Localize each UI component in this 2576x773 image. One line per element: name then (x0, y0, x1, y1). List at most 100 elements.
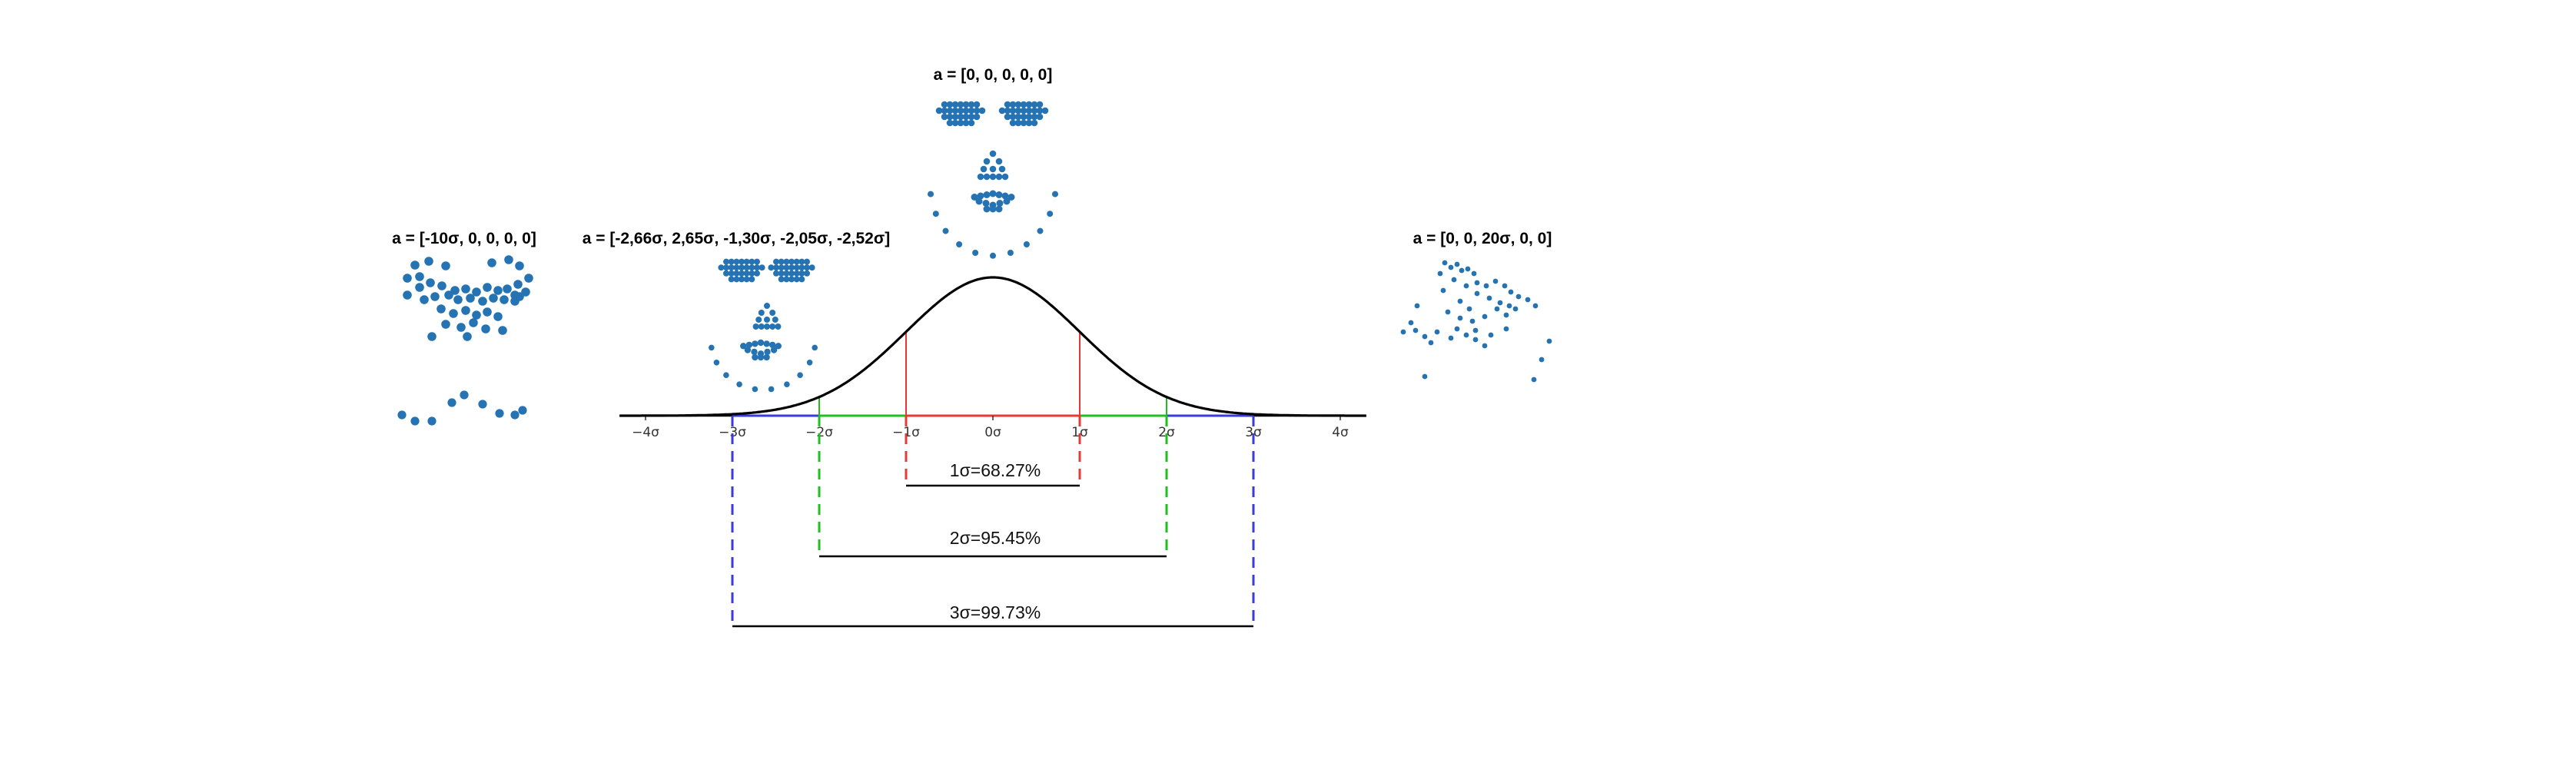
face-point (773, 258, 779, 265)
face-point (489, 294, 498, 303)
face-point (740, 343, 747, 350)
face-point (709, 344, 715, 351)
face-point (788, 264, 795, 271)
face-point (713, 360, 720, 366)
face-point (957, 119, 964, 127)
face-point (962, 101, 970, 108)
face-point-cloud-mean (928, 101, 1058, 259)
face-point (1004, 113, 1011, 121)
face-point (1041, 107, 1049, 114)
face-point (1001, 192, 1009, 200)
face-point (415, 283, 424, 292)
face-point (764, 317, 770, 323)
face-point (1007, 194, 1015, 201)
face-point (1009, 101, 1017, 108)
face-point (1502, 283, 1508, 289)
face-point (973, 113, 981, 121)
face-point (427, 332, 437, 341)
face-point (723, 372, 729, 379)
face-point (983, 158, 991, 165)
face-point (989, 190, 997, 197)
face-point (793, 270, 800, 277)
face-point (493, 286, 503, 295)
face-point (1422, 373, 1428, 380)
face-point (481, 324, 490, 333)
face-point (775, 343, 782, 350)
face-point (728, 258, 735, 265)
face-point (798, 264, 805, 271)
tick-label: −4σ (632, 425, 659, 440)
face-point (798, 258, 805, 265)
face-point (1408, 320, 1414, 326)
face-point (1482, 314, 1488, 320)
face-point (1036, 107, 1044, 114)
face-point (956, 241, 963, 247)
face-point (1463, 332, 1469, 338)
face-point (990, 252, 996, 259)
face-point (745, 341, 752, 349)
face-point (487, 258, 496, 267)
tick-label: 0σ (984, 425, 1001, 440)
face-point (972, 250, 979, 256)
face-point (478, 400, 487, 409)
face-point (1454, 261, 1460, 267)
face-point (752, 353, 759, 361)
face-point (463, 332, 472, 341)
face-point (764, 323, 770, 330)
face-point (951, 119, 959, 127)
face-point (1472, 327, 1479, 333)
face-point-cloud-mixed (709, 258, 818, 393)
face-point (773, 264, 779, 271)
face-point (1492, 278, 1499, 284)
face-point (1482, 343, 1488, 349)
face-point (1508, 289, 1514, 295)
face-point (1009, 113, 1017, 121)
tick-label: 2σ (1158, 425, 1175, 440)
face-point (946, 113, 954, 121)
face-point (757, 353, 765, 361)
face-point (752, 340, 759, 347)
face-point (1014, 119, 1022, 127)
face-point (1448, 335, 1454, 341)
face-point (989, 205, 997, 213)
face-point (437, 281, 446, 290)
face-point (942, 227, 949, 234)
face-point (728, 270, 735, 277)
face-point (1454, 326, 1460, 332)
face-point (723, 258, 729, 265)
face-point (1465, 266, 1471, 272)
face-point (812, 344, 818, 351)
face-point (1466, 306, 1472, 312)
face-point (733, 258, 740, 265)
face-point (783, 270, 790, 277)
face-point (806, 360, 813, 366)
face-point (778, 270, 785, 277)
face-point (1531, 377, 1537, 383)
face-point (728, 276, 735, 283)
face-point (793, 264, 800, 271)
face-point (503, 284, 512, 294)
face-point (1486, 295, 1492, 301)
face-point (469, 318, 478, 327)
face-point (793, 276, 800, 283)
face-point (441, 261, 450, 270)
face-point (759, 264, 765, 271)
face-point (962, 119, 970, 127)
face-point (808, 264, 815, 271)
face-point (410, 416, 420, 426)
face-point-cloud-pos20 (1400, 260, 1552, 383)
face-point (461, 306, 470, 315)
face-point (495, 409, 504, 418)
face-point (498, 326, 507, 335)
face-point (728, 264, 735, 271)
face-point (1471, 270, 1477, 277)
face-point (768, 264, 775, 271)
face-point (749, 258, 755, 265)
face-point (403, 274, 412, 283)
face-point (518, 406, 527, 415)
face-point (752, 386, 759, 393)
face-point (804, 258, 810, 265)
face-point (749, 264, 755, 271)
face-point (778, 264, 785, 271)
face-point (1532, 303, 1539, 309)
